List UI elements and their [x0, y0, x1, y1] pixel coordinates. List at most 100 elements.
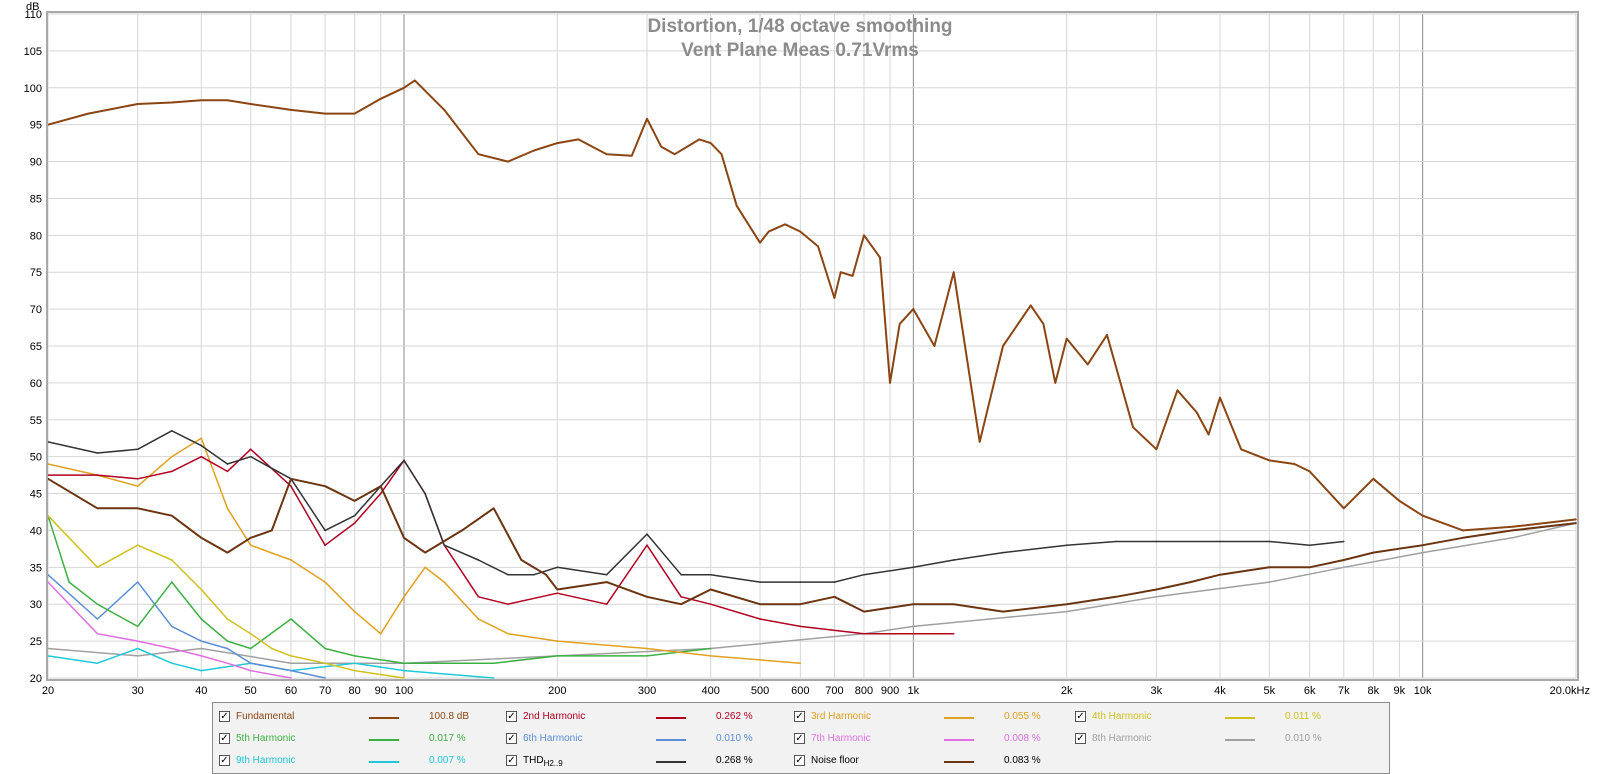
data-point-7th-harmonic	[290, 677, 292, 679]
data-point-noise-floor	[520, 559, 523, 561]
data-point-fundamental	[839, 271, 842, 274]
data-point-thdh2-9	[1002, 551, 1004, 554]
data-point-fundamental	[577, 138, 580, 141]
data-point-2nd-harmonic	[324, 544, 326, 546]
data-point-2nd-harmonic	[759, 618, 761, 620]
series-group	[47, 79, 1577, 679]
data-point-noise-floor	[1421, 544, 1424, 546]
legend-checkbox[interactable]: ✓	[506, 733, 517, 744]
data-point-noise-floor	[379, 485, 382, 487]
legend-checkbox[interactable]: ✓	[506, 755, 517, 766]
y-tick-label: 95	[30, 120, 42, 132]
x-tick-label: 5k	[1264, 685, 1276, 697]
legend-swatch	[1225, 717, 1255, 719]
data-point-9th-harmonic	[96, 662, 99, 665]
data-point-5th-harmonic	[290, 618, 292, 620]
legend-label-text: 6th Harmonic	[523, 733, 583, 744]
data-point-2nd-harmonic	[709, 603, 712, 606]
legend-checkbox[interactable]: ✓	[506, 711, 517, 722]
data-point-thdh2-9	[952, 559, 955, 561]
data-point-noise-floor	[759, 603, 761, 606]
data-point-fundamental	[673, 153, 676, 155]
legend-label: 2nd Harmonic	[523, 711, 585, 722]
legend-value: 0.262 %	[716, 711, 753, 722]
data-point-6th-harmonic	[249, 662, 252, 665]
data-point-fundamental	[833, 297, 836, 299]
legend-checkbox[interactable]: ✓	[794, 755, 805, 766]
data-point-noise-floor	[136, 507, 139, 510]
data-point-2nd-harmonic	[290, 485, 292, 487]
data-point-8th-harmonic	[1155, 596, 1158, 598]
data-point-fundamental	[556, 142, 559, 144]
data-point-noise-floor	[1268, 566, 1271, 569]
data-point-2nd-harmonic	[799, 625, 802, 628]
legend-checkbox[interactable]: ✓	[219, 755, 230, 766]
data-point-fundamental	[709, 142, 712, 144]
data-point-thdh2-9	[249, 455, 252, 458]
x-tick-label: 30	[132, 685, 144, 697]
data-point-fundamental	[200, 99, 203, 102]
data-point-noise-floor	[646, 596, 648, 598]
data-point-thdh2-9	[680, 573, 682, 576]
legend-swatch	[369, 717, 399, 719]
data-point-fundamental	[290, 109, 292, 111]
legend-label-text: 3rd Harmonic	[811, 711, 872, 722]
data-point-noise-floor	[1189, 581, 1192, 583]
data-point-thdh2-9	[759, 581, 761, 583]
data-point-noise-floor	[353, 500, 356, 502]
distortion-chart: Distortion, 1/48 octave smoothing Vent P…	[23, 1, 1590, 697]
data-point-3rd-harmonic	[226, 507, 229, 510]
data-point-8th-harmonic	[912, 625, 915, 628]
legend-swatch	[369, 761, 399, 763]
legend-swatch	[944, 717, 974, 719]
data-point-noise-floor	[863, 610, 865, 613]
legend-checkbox[interactable]: ✓	[1075, 711, 1086, 722]
data-point-fundamental	[136, 103, 139, 105]
data-point-thdh2-9	[912, 566, 915, 569]
data-point-fundamental	[353, 112, 356, 115]
y-tick-label: 85	[30, 193, 42, 205]
data-point-5th-harmonic	[492, 662, 495, 665]
data-point-fundamental	[414, 79, 416, 82]
data-point-noise-floor	[1511, 529, 1514, 532]
data-point-thdh2-9	[1065, 544, 1068, 546]
y-tick-label: 110	[24, 9, 42, 21]
legend-label: 8th Harmonic	[1092, 733, 1151, 744]
data-point-fundamental	[403, 86, 405, 89]
legend-swatch	[944, 739, 974, 741]
chart-subtitle: Vent Plane Meas 0.71Vrms	[681, 40, 919, 61]
x-tick-label: 3k	[1151, 685, 1163, 697]
legend-label-text: 9th Harmonic	[236, 755, 296, 766]
legend-checkbox[interactable]: ✓	[219, 711, 230, 722]
legend-item-7th-harmonic: ✓ 7th Harmonic 0.008 %	[794, 731, 1074, 749]
data-point-2nd-harmonic	[912, 632, 915, 635]
legend-value: 0.083 %	[1004, 755, 1041, 766]
data-point-8th-harmonic	[136, 655, 139, 657]
data-point-fundamental	[324, 112, 326, 115]
data-point-6th-harmonic	[226, 647, 229, 650]
data-point-4th-harmonic	[249, 632, 252, 635]
data-point-4th-harmonic	[270, 647, 273, 650]
data-point-noise-floor	[1155, 588, 1158, 591]
data-point-3rd-harmonic	[403, 596, 405, 598]
x-tick-label: 800	[855, 685, 873, 697]
y-tick-label: 45	[30, 489, 42, 501]
data-point-2nd-harmonic	[379, 492, 382, 495]
x-tick-label: 400	[701, 685, 719, 697]
legend-item-thdh2-9: ✓ THDH2..9 0.268 %	[506, 753, 786, 771]
x-tick-label: 8k	[1368, 685, 1380, 697]
data-point-fundamental	[759, 241, 761, 244]
y-tick-label: 25	[30, 636, 42, 648]
legend-checkbox[interactable]: ✓	[794, 733, 805, 744]
legend-checkbox[interactable]: ✓	[219, 733, 230, 744]
legend-value: 100.8 dB	[429, 711, 470, 722]
data-point-thdh2-9	[170, 430, 173, 432]
x-tick-label: 80	[349, 685, 361, 697]
data-point-thdh2-9	[709, 573, 712, 576]
data-point-fundamental	[605, 153, 608, 155]
legend-checkbox[interactable]: ✓	[794, 711, 805, 722]
legend-checkbox[interactable]: ✓	[1075, 733, 1086, 744]
data-point-noise-floor	[290, 478, 292, 480]
legend-label: Fundamental	[236, 711, 294, 722]
data-point-5th-harmonic	[403, 662, 405, 665]
